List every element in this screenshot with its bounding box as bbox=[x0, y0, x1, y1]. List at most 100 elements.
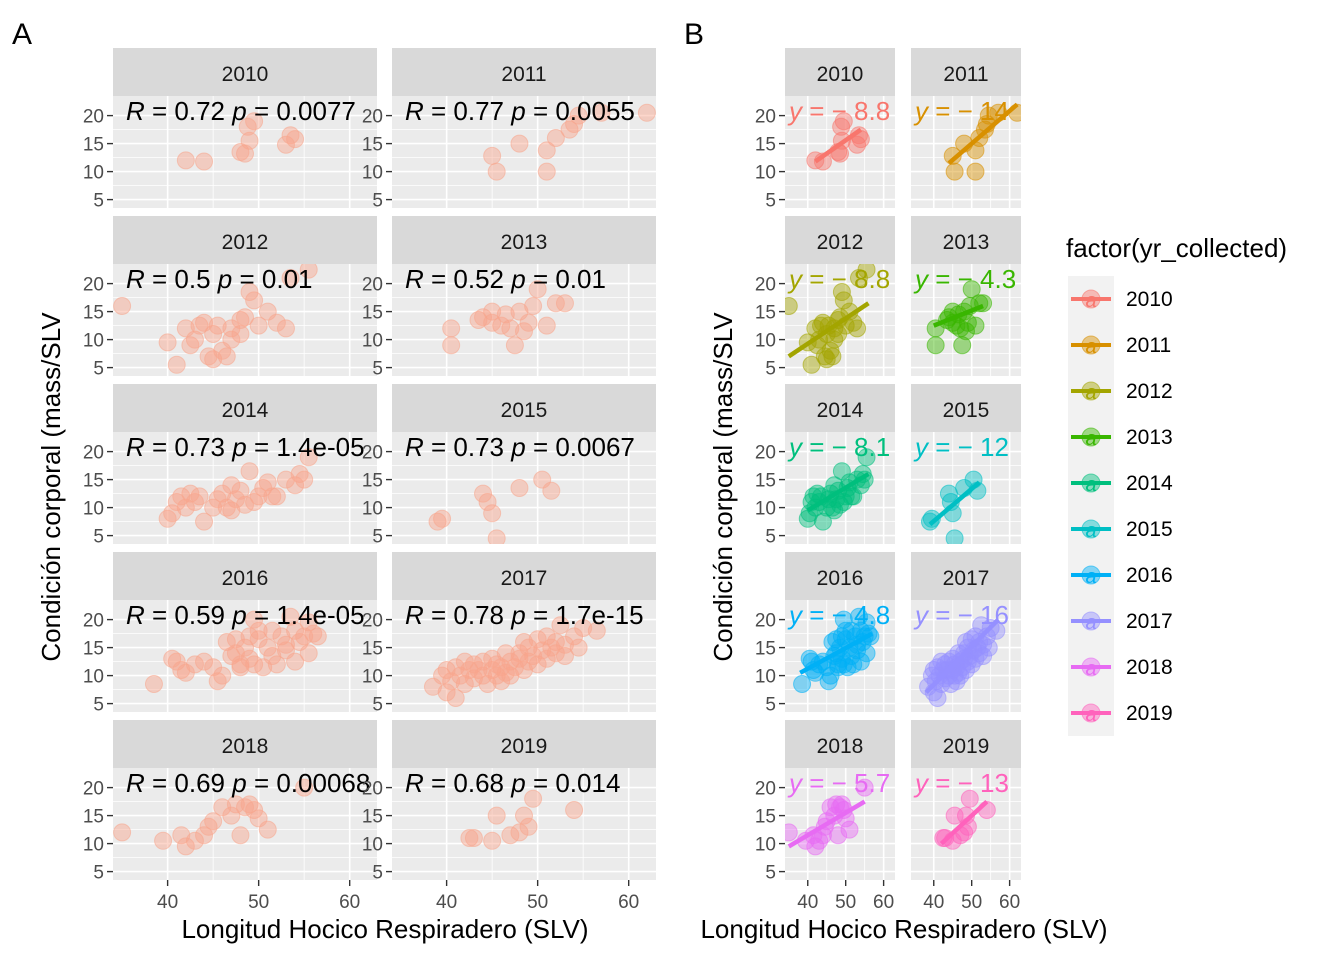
legend-label: 2015 bbox=[1126, 518, 1173, 541]
facet-strip-label: 2013 bbox=[501, 231, 548, 254]
data-point bbox=[249, 621, 268, 640]
data-point bbox=[501, 319, 520, 338]
data-point bbox=[195, 152, 214, 171]
data-point bbox=[442, 319, 461, 338]
x-tick-label: 50 bbox=[835, 892, 856, 913]
plot-content: y = − 13 bbox=[913, 768, 1009, 850]
data-point bbox=[834, 112, 853, 131]
y-tick-label: 20 bbox=[83, 107, 104, 128]
y-tick-label: 15 bbox=[755, 135, 776, 156]
data-point bbox=[204, 498, 223, 517]
data-point bbox=[267, 313, 286, 332]
legend-key-2010: a bbox=[1068, 276, 1114, 322]
gridlines bbox=[113, 264, 377, 376]
regression-equation: y = − 5.7 bbox=[787, 768, 890, 798]
regression-line bbox=[932, 303, 984, 328]
a-facet-2016: 2016 R = 0.59 p = 1.4e-05 5 10 15 20 bbox=[83, 552, 377, 716]
regression-line bbox=[787, 799, 866, 849]
facet-strip-label: 2011 bbox=[943, 63, 988, 86]
a-facet-2010: 2010 R = 0.72 p = 0.0077 5 10 15 20 bbox=[83, 48, 377, 212]
data-point bbox=[222, 476, 241, 495]
data-point bbox=[163, 504, 182, 523]
b-facet-2015: 2015 y = − 12 bbox=[911, 384, 1021, 544]
data-point bbox=[966, 162, 985, 181]
data-point bbox=[537, 649, 556, 668]
y-tick-label: 15 bbox=[362, 303, 383, 324]
plot-background bbox=[392, 264, 656, 376]
data-point bbox=[510, 134, 529, 153]
data-point bbox=[928, 689, 947, 707]
facet-strip-label: 2017 bbox=[501, 567, 548, 590]
data-point bbox=[785, 297, 798, 315]
legend-key-2017: a bbox=[1068, 598, 1114, 644]
y-tick-label: 20 bbox=[83, 443, 104, 464]
facet-strip-label: 2016 bbox=[817, 567, 864, 590]
data-point bbox=[793, 675, 812, 693]
facet-strip bbox=[392, 48, 656, 96]
y-tick-label: 5 bbox=[372, 359, 383, 380]
facet-strip-label: 2016 bbox=[222, 567, 269, 590]
y-tick-label: 5 bbox=[372, 695, 383, 716]
regression-equation: y = − 16 bbox=[913, 600, 1009, 630]
plot-content: R = 0.73 p = 1.4e-05 bbox=[126, 432, 365, 531]
a-facet-2018: 2018 R = 0.69 p = 0.00068 5 10 15 20 40 50 60 bbox=[83, 720, 377, 913]
plot-content: R = 0.5 p = 0.01 bbox=[113, 264, 318, 374]
regression-line bbox=[924, 618, 1000, 694]
b-facet-2019: 2019 y = − 13 40 50 60 bbox=[911, 720, 1021, 913]
data-point bbox=[176, 498, 195, 517]
data-point bbox=[945, 529, 964, 544]
y-tick-label: 10 bbox=[755, 163, 776, 184]
data-point bbox=[231, 481, 250, 500]
data-point bbox=[276, 635, 295, 654]
facet-strip bbox=[113, 216, 377, 264]
legend-text-glyph: a bbox=[1085, 428, 1096, 450]
plot-content: y = − 4.8 bbox=[787, 600, 890, 693]
facet-strip bbox=[785, 48, 895, 96]
facet-strip bbox=[785, 216, 895, 264]
data-point bbox=[267, 487, 286, 506]
data-point bbox=[637, 103, 656, 122]
facet-strip bbox=[911, 216, 1021, 264]
data-point bbox=[204, 325, 223, 343]
facet-strip-label: 2015 bbox=[943, 399, 990, 422]
data-point bbox=[496, 644, 515, 663]
y-tick-label: 15 bbox=[83, 471, 104, 492]
facet-strip bbox=[392, 384, 656, 432]
data-point bbox=[217, 347, 236, 366]
regression-line bbox=[799, 631, 874, 675]
data-point bbox=[113, 823, 132, 842]
y-tick-label: 10 bbox=[83, 835, 104, 856]
regression-equation: y = − 4.3 bbox=[913, 264, 1016, 294]
data-point bbox=[857, 448, 876, 467]
data-point bbox=[433, 509, 452, 528]
data-point bbox=[569, 638, 588, 657]
x-tick-label: 50 bbox=[248, 892, 269, 913]
gridlines bbox=[113, 96, 377, 208]
y-tick-label: 10 bbox=[83, 163, 104, 184]
facet-strip bbox=[113, 48, 377, 96]
data-point bbox=[836, 621, 855, 640]
data-point bbox=[555, 294, 574, 313]
y-tick-label: 15 bbox=[755, 807, 776, 828]
data-point bbox=[542, 481, 561, 500]
correlation-annotation: R = 0.78 p = 1.7e-15 bbox=[405, 600, 644, 630]
data-point bbox=[281, 607, 300, 626]
y-tick-label: 5 bbox=[372, 863, 383, 884]
y-tick-label: 10 bbox=[755, 835, 776, 856]
legend-text-glyph: a bbox=[1085, 658, 1096, 680]
data-point bbox=[236, 638, 254, 657]
legend-key-2012: a bbox=[1068, 368, 1114, 414]
regression-equation: y = − 13 bbox=[913, 768, 1009, 798]
plot-content: y = − 14 bbox=[913, 96, 1021, 181]
data-point bbox=[505, 336, 524, 355]
data-point bbox=[474, 308, 493, 327]
data-point bbox=[231, 826, 250, 845]
x-tick-label: 60 bbox=[339, 892, 360, 913]
data-point bbox=[574, 619, 593, 637]
y-tick-label: 15 bbox=[755, 303, 776, 324]
data-point bbox=[442, 336, 461, 355]
y-tick-label: 5 bbox=[93, 359, 104, 380]
plot-background bbox=[113, 264, 377, 376]
y-tick-label: 15 bbox=[83, 135, 104, 156]
data-point bbox=[537, 627, 556, 646]
